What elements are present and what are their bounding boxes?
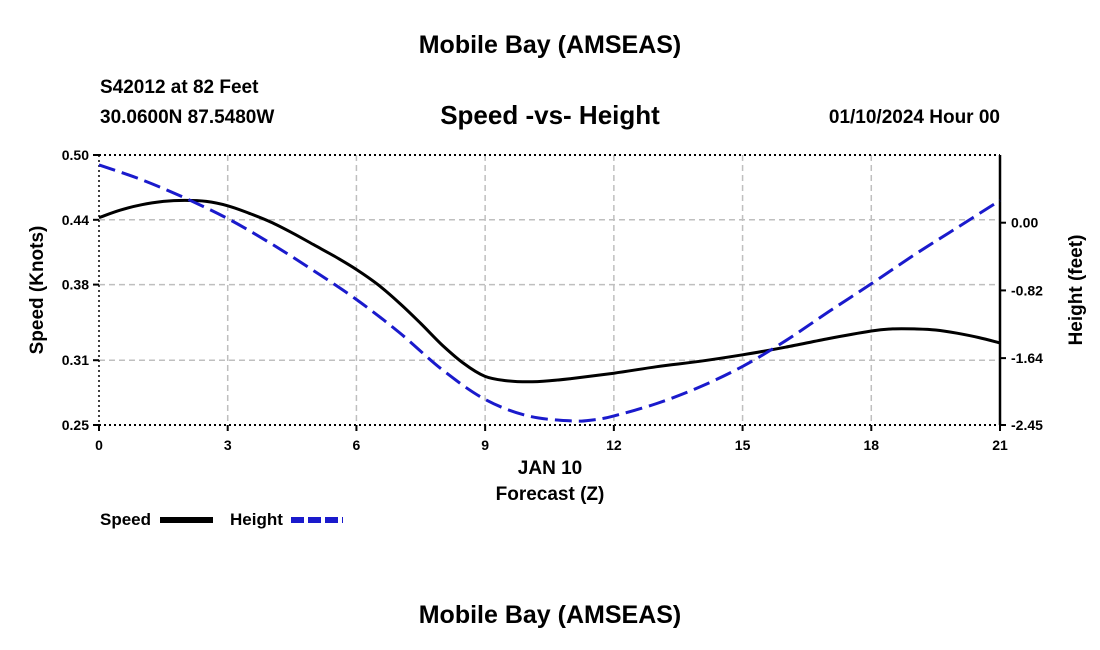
legend-height-label: Height bbox=[230, 510, 283, 529]
x-tick-label: 6 bbox=[353, 437, 361, 453]
legend: Speed Height bbox=[100, 510, 343, 529]
y-right-tick-label: -2.45 bbox=[1011, 417, 1043, 433]
x-tick-label: 0 bbox=[95, 437, 103, 453]
y-left-tick-label: 0.25 bbox=[62, 417, 89, 433]
series-line-height bbox=[98, 163, 1001, 423]
coordinates-label: 30.0600N 87.5480W bbox=[100, 107, 275, 128]
second-chart-title: Mobile Bay (AMSEAS) bbox=[418, 601, 682, 629]
grid-lines bbox=[99, 155, 1000, 425]
y-left-tick-label: 0.38 bbox=[62, 277, 89, 293]
forecast-datetime: 01/10/2024 Hour 00 bbox=[828, 107, 1000, 128]
axes bbox=[93, 154, 1006, 431]
x-tick-label: 9 bbox=[481, 437, 489, 453]
chart-title: Mobile Bay (AMSEAS) bbox=[418, 31, 682, 59]
x-tick-label: 21 bbox=[992, 437, 1008, 453]
x-tick-label: 18 bbox=[863, 437, 879, 453]
y-axis-right-title: Height (feet) bbox=[1066, 235, 1087, 346]
y-left-tick-label: 0.31 bbox=[62, 352, 89, 368]
tick-labels: 0 3 6 9 12 15 18 21 0.50 0.44 0.38 0.31 0.25 0.00 -0.8… bbox=[62, 147, 1043, 453]
series-lines bbox=[98, 163, 1001, 423]
y-right-tick-label: -0.82 bbox=[1011, 282, 1043, 298]
y-left-tick-label: 0.44 bbox=[62, 212, 89, 228]
x-tick-label: 3 bbox=[224, 437, 232, 453]
x-axis-title: Forecast (Z) bbox=[496, 484, 605, 505]
chart-subtitle: Speed -vs- Height bbox=[440, 100, 660, 130]
x-tick-label: 15 bbox=[735, 437, 751, 453]
x-axis-date-label: JAN 10 bbox=[518, 458, 582, 479]
station-label: S42012 at 82 Feet bbox=[100, 77, 259, 98]
y-right-tick-label: -1.64 bbox=[1011, 350, 1043, 366]
y-axis-left-title: Speed (Knots) bbox=[27, 226, 48, 355]
y-right-tick-label: 0.00 bbox=[1011, 215, 1038, 231]
x-tick-label: 12 bbox=[606, 437, 622, 453]
series-line-speed bbox=[98, 198, 1001, 384]
y-left-tick-label: 0.50 bbox=[62, 147, 89, 163]
legend-speed-label: Speed bbox=[100, 510, 151, 529]
